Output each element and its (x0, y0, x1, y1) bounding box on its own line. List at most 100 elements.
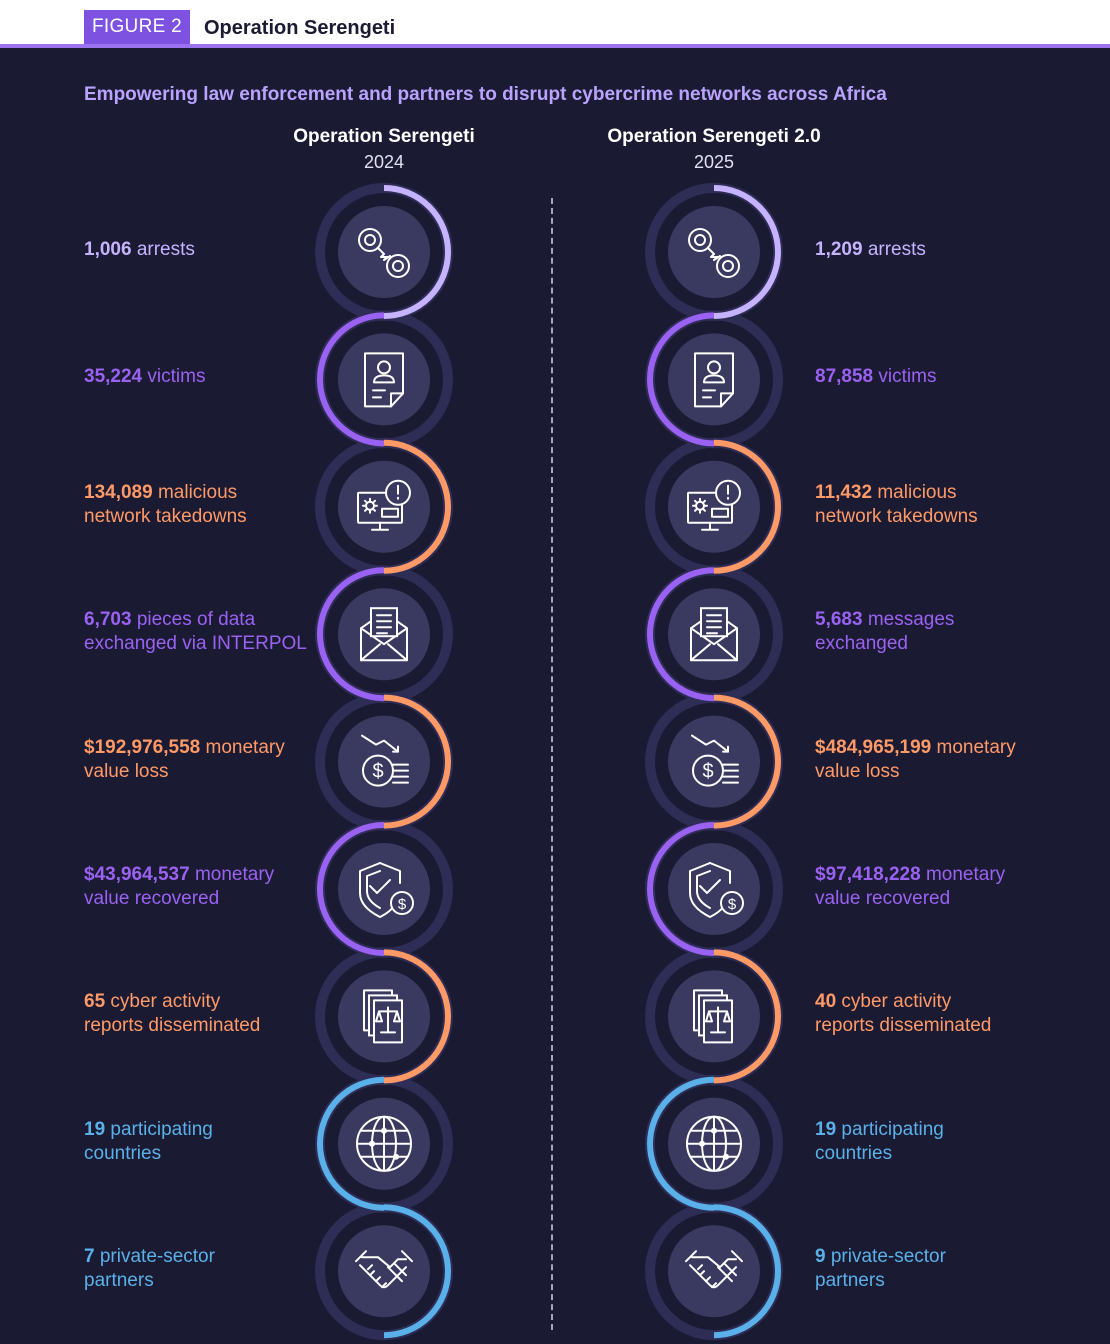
column-heading-2024: Operation Serengeti 2024 (254, 124, 514, 174)
icon-disk (338, 843, 430, 935)
stat-text: 40 cyber activity reports disseminated (815, 990, 991, 1038)
stat-text: 9 private-sector partners (815, 1245, 946, 1293)
stat-text: 7 private-sector partners (84, 1245, 215, 1293)
stat-text: 11,432 malicious network takedowns (815, 481, 978, 529)
svg-text:$: $ (702, 761, 713, 783)
stat-text: $192,976,558 monetary value loss (84, 736, 285, 784)
stat-value: 19 (84, 1118, 106, 1140)
stat-value: 9 (815, 1246, 826, 1268)
globe-icon (686, 1115, 742, 1172)
icon-disk (668, 1225, 760, 1318)
chain-arc (647, 312, 715, 447)
stat-label-line2: exchanged via INTERPOL (84, 633, 307, 655)
chain-arc (383, 185, 451, 319)
money-loss-icon: $ (361, 734, 409, 787)
stat-label: monetary (189, 864, 275, 885)
chain-arc (647, 1076, 715, 1211)
stat-label: participating (836, 1118, 944, 1140)
stat-text: 19 participating countries (84, 1118, 213, 1166)
envelope-icon (690, 607, 738, 662)
chain-arc (317, 1076, 385, 1211)
stat-label-line2: value recovered (815, 888, 951, 909)
stat-text: 19 participating countries (815, 1118, 944, 1166)
stat-label-line2: value loss (815, 760, 900, 782)
malware-monitor-icon (687, 479, 741, 531)
stat-label: victims (873, 366, 937, 388)
stat-label-line2: partners (815, 1270, 885, 1292)
icon-disk (668, 715, 760, 808)
icon-disk (668, 843, 760, 935)
stat-value: 134,089 (84, 481, 153, 503)
stat-value: $43,964,537 (84, 864, 190, 885)
stat-text: $43,964,537 monetary value recovered (84, 863, 274, 911)
icon-disk (338, 715, 430, 808)
stat-label-line2: network takedowns (815, 505, 978, 527)
stat-label: malicious (152, 481, 238, 503)
stat-label: monetary (920, 864, 1006, 885)
icon-disk (668, 206, 760, 298)
stat-label: monetary (200, 736, 285, 758)
column-name: Operation Serengeti (293, 126, 475, 147)
victim-profile-icon (364, 352, 404, 408)
stat-text: 134,089 malicious network takedowns (84, 481, 247, 529)
stat-value: 7 (84, 1246, 95, 1268)
stat-value: 1,209 (815, 239, 863, 260)
stat-label: private-sector (94, 1246, 215, 1268)
figure-label: FIGURE 2 (84, 10, 190, 44)
stat-label: victims (142, 366, 206, 388)
stat-value: 19 (815, 1118, 837, 1140)
header-rule (0, 44, 1110, 48)
stat-value: 40 (815, 991, 837, 1013)
stat-label-line2: exchanged (815, 633, 908, 655)
column-name: Operation Serengeti 2.0 (607, 126, 821, 147)
column-divider (551, 198, 553, 1330)
icon-disk (338, 333, 430, 426)
figure-title: Operation Serengeti (204, 17, 396, 39)
icon-disk (338, 1225, 430, 1318)
stat-label-line2: countries (815, 1142, 893, 1164)
stat-label: pieces of data (131, 609, 256, 631)
handcuffs-icon (688, 228, 740, 278)
column-year: 2024 (363, 152, 405, 172)
stat-text: 1,006 arrests (84, 238, 195, 262)
stat-text: 6,703 pieces of data exchanged via INTERP… (84, 608, 307, 656)
stat-label-line2: value loss (84, 760, 169, 782)
legal-report-icon (363, 989, 403, 1044)
stat-label: private-sector (825, 1246, 946, 1268)
chain-arc (383, 439, 451, 574)
victim-profile-icon (694, 352, 734, 408)
stat-text: $97,418,228 monetary value recovered (815, 863, 1005, 911)
svg-text:$: $ (398, 896, 407, 913)
chain-arc (383, 694, 451, 829)
chain-arc (713, 185, 781, 319)
stat-text: 5,683 messages exchanged (815, 608, 954, 656)
handshake-icon (685, 1250, 743, 1289)
money-loss-icon: $ (691, 734, 739, 787)
stat-label-line2: partners (84, 1270, 154, 1292)
stat-label: malicious (872, 481, 957, 503)
stat-label-line2: countries (84, 1142, 162, 1164)
chain-arc (647, 822, 715, 956)
stat-label: arrests (862, 239, 926, 260)
stat-value: $484,965,199 (815, 736, 932, 758)
stat-text: 1,209 arrests (815, 238, 926, 262)
stat-label: cyber activity (836, 991, 952, 1013)
stat-label: cyber activity (105, 991, 221, 1013)
stat-value: $97,418,228 (815, 864, 921, 885)
icon-disk (338, 460, 430, 553)
stat-value: $192,976,558 (84, 736, 201, 758)
stat-text: 87,858 victims (815, 365, 936, 389)
chain-arc (647, 567, 715, 702)
svg-text:$: $ (728, 896, 737, 913)
stat-label-line2: value recovered (84, 888, 220, 909)
icon-disk (668, 460, 760, 553)
shield-dollar-icon: $ (689, 862, 744, 918)
legal-report-icon (693, 989, 733, 1044)
chain-arc (713, 1204, 781, 1339)
chain-arc (713, 949, 781, 1084)
chain-arc (383, 1204, 451, 1339)
stat-value: 5,683 (815, 609, 863, 631)
envelope-icon (360, 607, 408, 662)
stat-label-line2: network takedowns (84, 505, 247, 527)
